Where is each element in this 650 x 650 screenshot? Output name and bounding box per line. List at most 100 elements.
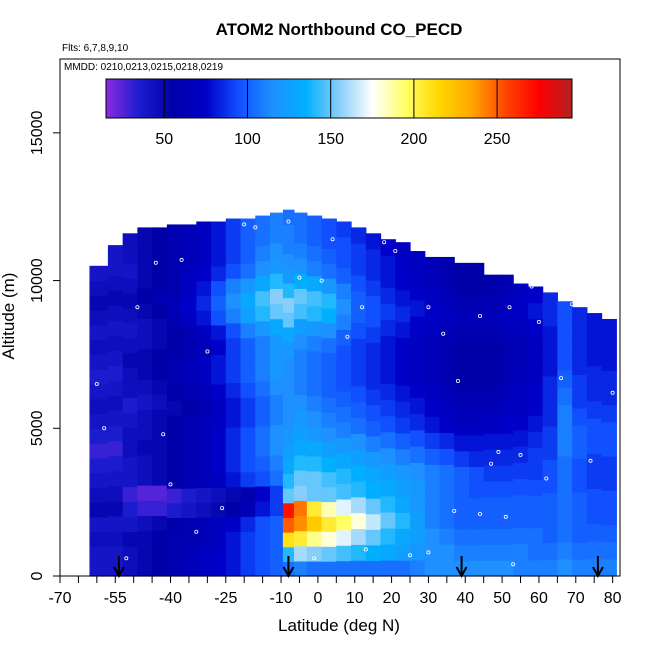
heatmap-cell xyxy=(586,400,603,419)
heatmap-cell xyxy=(137,545,153,562)
heatmap-cell xyxy=(89,398,109,415)
heatmap-cell xyxy=(542,442,558,460)
heatmap-cell xyxy=(196,516,212,533)
heatmap-cell xyxy=(483,528,500,545)
heatmap-cell xyxy=(336,313,352,330)
heatmap-cell xyxy=(89,339,109,356)
heatmap-cell xyxy=(321,307,337,324)
heatmap-cell xyxy=(89,383,109,400)
heatmap-cell xyxy=(380,271,396,288)
sample-point xyxy=(330,237,335,242)
heatmap-cell xyxy=(365,498,382,515)
heatmap-cell xyxy=(211,428,227,444)
heatmap-cell xyxy=(293,470,308,486)
heatmap-cell xyxy=(483,512,500,530)
heatmap-cell xyxy=(586,313,603,332)
heatmap-cell xyxy=(542,459,558,477)
flights-label: Flts: 6,7,8,9,10 xyxy=(62,43,129,54)
heatmap-cell xyxy=(152,288,168,304)
heatmap-cell xyxy=(166,473,183,489)
heatmap-cell xyxy=(211,369,227,385)
heatmap-cell xyxy=(166,488,183,504)
heatmap-cell xyxy=(468,419,485,436)
sample-point xyxy=(194,529,199,534)
heatmap-cell xyxy=(513,299,529,317)
heatmap-cell xyxy=(152,303,168,319)
y-axis-label: Altitude (m) xyxy=(0,273,18,360)
heatmap-cell xyxy=(439,544,455,561)
heatmap-cell xyxy=(293,303,308,320)
heatmap-cell xyxy=(196,398,212,415)
heatmap-cell xyxy=(542,425,558,444)
heatmap-cell xyxy=(166,341,183,357)
heatmap-cell xyxy=(439,256,455,274)
heatmap-cell xyxy=(181,444,197,460)
heatmap-cell xyxy=(181,253,197,269)
heatmap-cell xyxy=(225,337,242,354)
heatmap-cell xyxy=(380,303,396,320)
heatmap-cell xyxy=(380,431,396,449)
heatmap-cell xyxy=(380,399,396,417)
heatmap-cell xyxy=(365,311,382,328)
heatmap-cell xyxy=(255,440,271,457)
heatmap-cell xyxy=(380,495,396,513)
heatmap-cell xyxy=(306,455,323,472)
heatmap-cell xyxy=(365,373,382,390)
heatmap-cell xyxy=(225,278,242,294)
heatmap-cell xyxy=(293,242,308,259)
heatmap-cell xyxy=(89,561,109,577)
x-tick-label: -55 xyxy=(104,590,127,607)
heatmap-cell xyxy=(395,464,411,482)
heatmap-cell xyxy=(166,356,183,372)
heatmap-cell xyxy=(293,394,308,411)
heatmap-cell xyxy=(321,441,337,458)
heatmap-cell xyxy=(483,449,500,466)
heatmap-cell xyxy=(513,283,529,301)
heatmap-cell xyxy=(152,500,168,516)
heatmap-cell xyxy=(196,310,212,326)
heatmap-cell xyxy=(107,470,124,487)
heatmap-cell xyxy=(365,482,382,499)
heatmap-cell xyxy=(468,544,485,561)
heatmap-cell xyxy=(122,263,138,279)
heatmap-cell xyxy=(557,421,573,440)
heatmap-cell xyxy=(513,429,529,447)
heatmap-cell xyxy=(137,560,153,577)
heatmap-cell xyxy=(572,475,588,493)
heatmap-cell xyxy=(542,292,558,310)
heatmap-cell xyxy=(181,356,197,372)
heatmap-cell xyxy=(196,324,212,341)
plot-frame xyxy=(59,58,621,577)
heatmap-cell xyxy=(572,391,588,409)
heatmap-cell xyxy=(601,421,617,440)
heatmap-cell xyxy=(306,320,323,337)
heatmap-cell xyxy=(513,462,529,480)
heatmap-cell xyxy=(240,337,256,354)
heatmap-cell xyxy=(527,415,544,432)
heatmap-cell xyxy=(211,265,227,282)
heatmap-cell xyxy=(527,543,544,561)
heatmap-cell xyxy=(270,515,284,532)
heatmap-cell xyxy=(483,417,500,434)
colorbar-tick-label: 150 xyxy=(317,131,344,148)
heatmap-cell xyxy=(351,385,367,403)
heatmap-cell xyxy=(89,280,109,296)
heatmap-cell xyxy=(225,293,242,309)
sample-point xyxy=(135,305,140,310)
heatmap-cell xyxy=(270,333,284,350)
heatmap-cell xyxy=(527,366,544,384)
x-tick-label: 60 xyxy=(530,590,548,607)
heatmap-cell xyxy=(557,541,573,560)
heatmap-cell xyxy=(181,268,197,284)
heatmap-cell xyxy=(293,348,308,365)
heatmap-cell xyxy=(211,502,227,518)
heatmap-cell xyxy=(351,274,367,292)
heatmap-cell xyxy=(122,307,138,324)
heatmap-cell xyxy=(240,307,256,324)
heatmap-cell xyxy=(513,316,529,333)
sample-point xyxy=(72,287,77,292)
heatmap-cell xyxy=(395,560,411,577)
heatmap-cell xyxy=(321,486,337,503)
sample-point xyxy=(496,449,501,454)
heatmap-cell xyxy=(306,410,323,427)
